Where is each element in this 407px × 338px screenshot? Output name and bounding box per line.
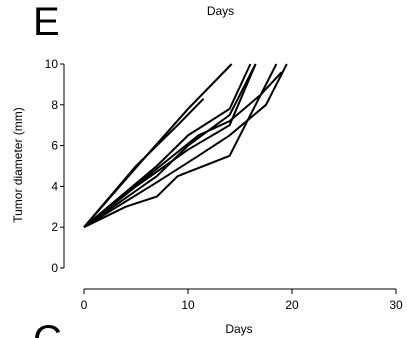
series-line-2 [83,63,288,229]
series-line-5 [83,63,252,228]
x-tick-label: 20 [285,298,299,312]
axes: 0 2 4 6 8 10 0 10 20 30 [45,57,403,312]
y-tick-label: 4 [51,179,58,193]
series-line-8 [83,63,233,228]
y-tick-label: 6 [51,139,58,153]
series-line-4 [83,63,257,229]
panel-letter: E [33,0,60,44]
x-tick-label: 10 [181,298,195,312]
x-tick-label: 30 [389,298,403,312]
y-axis-label: Tumor diameter (mm) [11,107,25,223]
next-panel-letter: C [33,318,62,338]
series-line-3 [83,63,257,228]
top-axis-label: Days [206,4,235,18]
x-axis-label: Days [225,322,252,336]
x-tick-label: 0 [81,298,88,312]
y-tick-label: 2 [51,220,58,234]
series-lines [83,63,288,229]
series-line-6 [83,71,283,228]
y-tick-label: 10 [45,57,59,71]
y-tick-label: 0 [51,261,58,275]
y-tick-label: 8 [51,98,58,112]
series-line-1 [83,63,278,229]
